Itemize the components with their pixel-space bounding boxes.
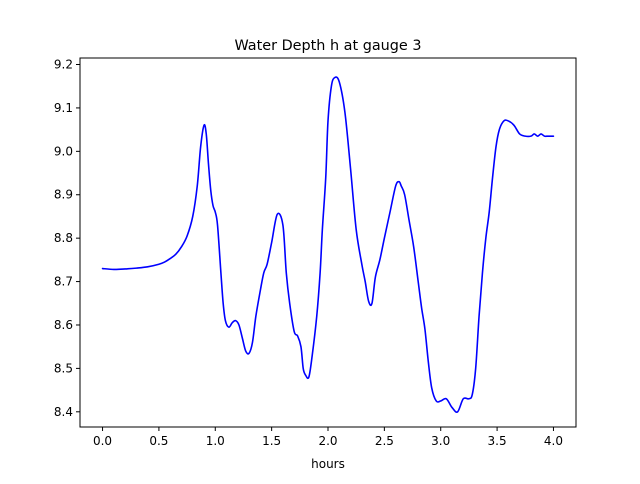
x-tick-label: 0.5: [149, 434, 168, 448]
x-tick-label: 1.0: [206, 434, 225, 448]
x-tick-label: 2.5: [375, 434, 394, 448]
y-tick-label: 8.8: [54, 231, 73, 245]
y-tick-label: 8.9: [54, 188, 73, 202]
y-tick-label: 8.4: [54, 405, 73, 419]
y-tick-label: 9.2: [54, 58, 73, 72]
y-tick-label: 8.5: [54, 361, 73, 375]
y-tick-label: 8.6: [54, 318, 73, 332]
y-tick-label: 9.1: [54, 101, 73, 115]
x-tick-label: 2.0: [318, 434, 337, 448]
x-tick-label: 1.5: [262, 434, 281, 448]
plot-area: [101, 76, 555, 413]
x-tick-label: 3.5: [488, 434, 507, 448]
x-tick-label: 0.0: [93, 434, 112, 448]
axes-frame: [79, 57, 577, 428]
y-tick-label: 8.7: [54, 275, 73, 289]
x-tick-label: 4.0: [544, 434, 563, 448]
series-line-0: [101, 76, 555, 413]
axis-ticks: 0.0 0.5 1.0 1.5 2.0 2.5 3.0 3.5 4.0 8.4 8.5 8.6 8.7 8…: [54, 58, 563, 448]
x-axis-label: hours: [311, 457, 345, 471]
y-tick-label: 9.0: [54, 144, 73, 158]
x-tick-label: 3.0: [431, 434, 450, 448]
chart-title: Water Depth h at gauge 3: [234, 38, 421, 54]
